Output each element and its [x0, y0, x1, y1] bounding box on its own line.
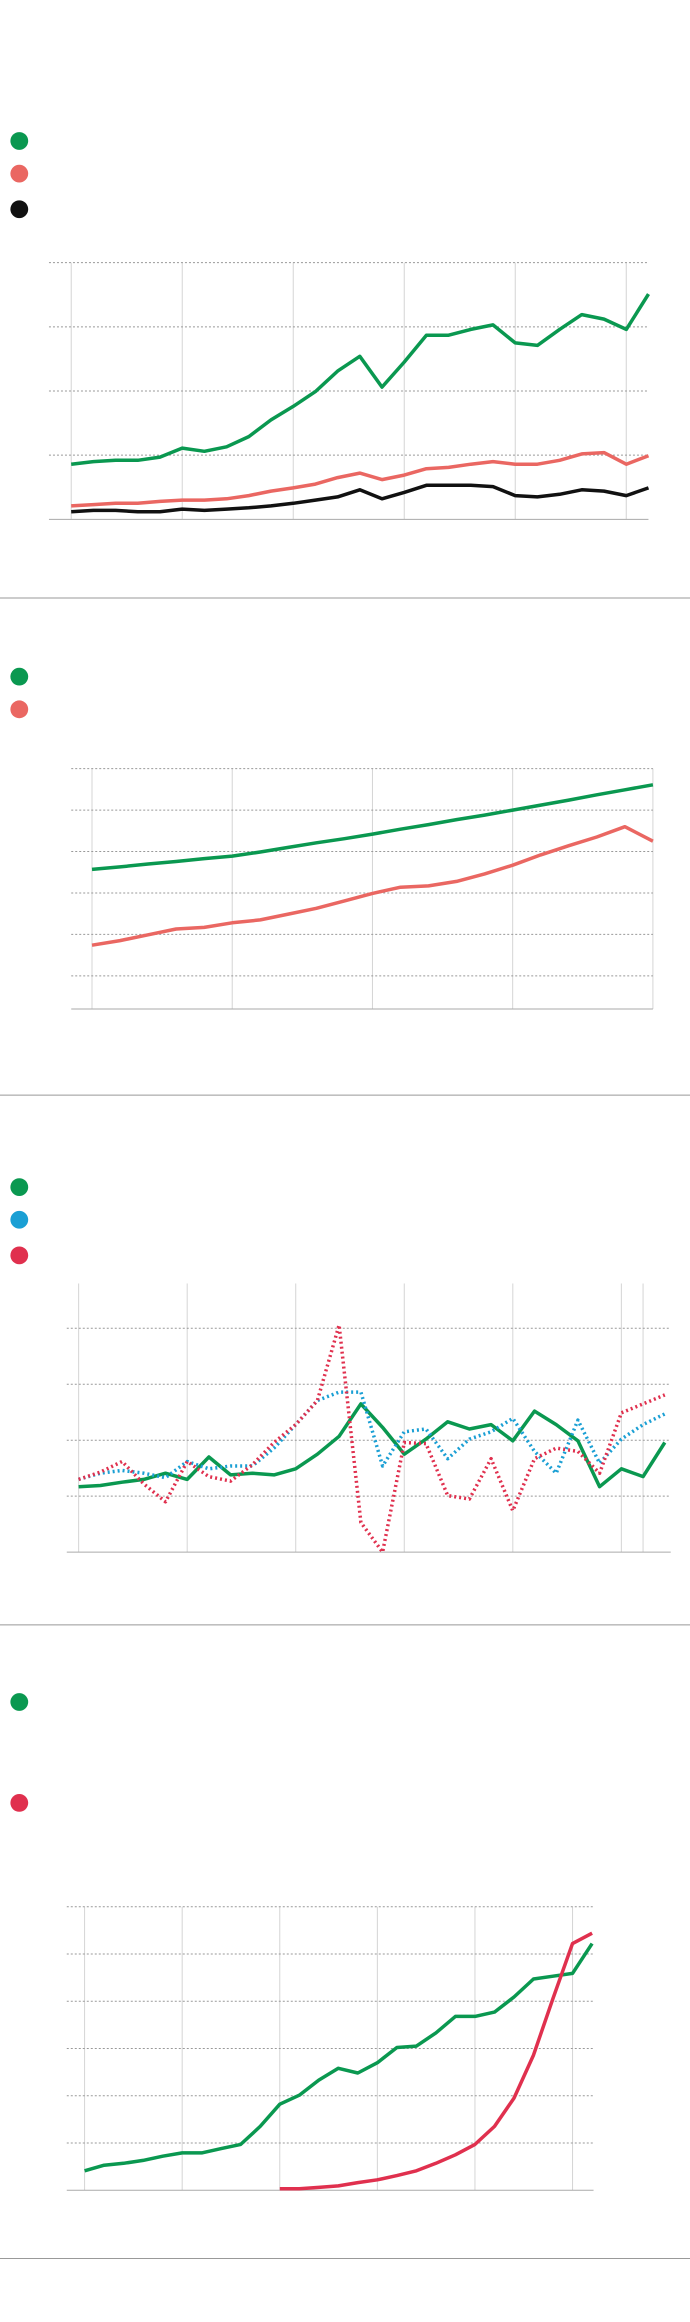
- series-line: [91, 824, 654, 947]
- series-line: [71, 483, 650, 514]
- legend-marker: [10, 1246, 29, 1265]
- legend-marker: [10, 700, 29, 719]
- legend-marker: [10, 667, 29, 686]
- legend-marker: [10, 1693, 29, 1711]
- series-line: [78, 1402, 667, 1489]
- series-line: [71, 450, 650, 508]
- series-line: [78, 1390, 666, 1482]
- legend-marker: [10, 164, 29, 183]
- series-line: [78, 1323, 666, 1554]
- legend-marker: [10, 1210, 29, 1229]
- legend-marker: [10, 1794, 29, 1812]
- legend-marker: [10, 1178, 29, 1196]
- legend-marker: [10, 200, 29, 219]
- legend-marker: [10, 132, 29, 150]
- series-line: [91, 783, 654, 872]
- series-line: [279, 1931, 593, 2191]
- series-line: [84, 1942, 594, 2173]
- series-line: [70, 293, 650, 466]
